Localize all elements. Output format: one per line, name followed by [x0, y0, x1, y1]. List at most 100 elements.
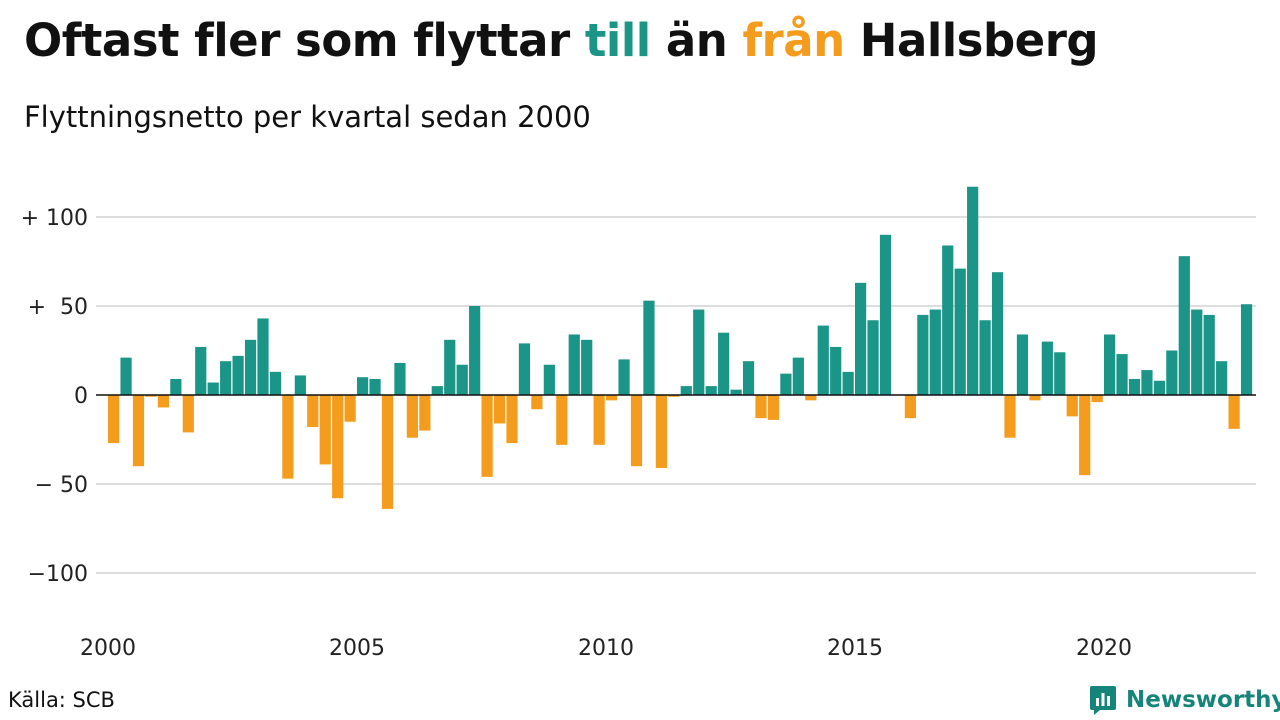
bar-q40 [593, 395, 605, 445]
source-note: Källa: SCB [8, 688, 115, 712]
bar-q62 [867, 320, 879, 395]
bar-q61 [855, 282, 867, 395]
bar-q73 [1004, 395, 1016, 438]
y-tick-label: + 50 [28, 295, 88, 320]
bar-q11 [232, 355, 244, 395]
bar-q84 [1141, 370, 1153, 395]
gridlines [96, 216, 1256, 574]
bar-q38 [568, 334, 580, 395]
bar-q35 [531, 395, 543, 410]
bar-q42 [618, 359, 630, 395]
bar-q2 [120, 357, 132, 395]
bar-q21 [357, 377, 369, 395]
bar-q68 [942, 245, 954, 395]
bar-q52 [742, 361, 755, 395]
bar-q69 [954, 268, 966, 395]
bar-q66 [917, 314, 929, 395]
y-tick-label: + 100 [21, 206, 88, 231]
bar-q85 [1153, 380, 1165, 395]
title-part-3: Hallsberg [844, 14, 1099, 67]
chart-subtitle: Flyttningsnetto per kvartal sedan 2000 [24, 100, 591, 134]
bar-q88 [1191, 309, 1203, 395]
bars [108, 186, 1253, 509]
bar-q76 [1041, 341, 1053, 395]
bar-q83 [1128, 378, 1141, 395]
bar-q45 [655, 395, 667, 468]
bar-q26 [419, 395, 431, 431]
bar-q39 [581, 339, 593, 395]
title-part-2: än [650, 14, 743, 67]
bar-q19 [332, 395, 344, 499]
bar-q57 [805, 395, 817, 401]
chart-logo-icon [1090, 686, 1116, 715]
chart-title: Oftast fler som flyttar till än från Hal… [24, 14, 1099, 67]
bar-q72 [991, 272, 1004, 395]
bar-q34 [518, 343, 531, 395]
bar-q58 [817, 325, 829, 395]
bar-q78 [1066, 395, 1078, 417]
x-tick-label: 2005 [329, 636, 385, 661]
bar-q74 [1016, 334, 1029, 395]
bar-q63 [879, 234, 892, 395]
bar-q27 [431, 386, 443, 395]
bar-q25 [406, 395, 418, 438]
bar-q54 [767, 395, 780, 420]
bar-q46 [668, 395, 680, 397]
bar-q82 [1116, 354, 1128, 395]
bar-chart: + 100 + 50 0 − 50 −100 2000 2005 2010 2015 2020 [21, 186, 1256, 661]
bar-q36 [543, 364, 555, 395]
bar-q56 [792, 357, 804, 395]
bar-q31 [481, 395, 493, 477]
brand-logo: Newsworthy [1088, 684, 1280, 716]
bar-q5 [157, 395, 169, 408]
bar-q48 [693, 309, 705, 395]
bar-q28 [444, 339, 456, 395]
title-word-till: till [584, 14, 651, 67]
bar-q8 [195, 346, 207, 395]
x-axis-labels: 2000 2005 2010 2015 2020 [80, 636, 1132, 661]
bar-q90 [1216, 361, 1228, 395]
y-tick-label: − 50 [35, 473, 88, 498]
bar-q18 [319, 395, 331, 465]
bar-q7 [182, 395, 194, 433]
bar-q86 [1166, 350, 1178, 395]
bar-q37 [556, 395, 568, 445]
bar-q70 [967, 186, 979, 395]
x-tick-label: 2020 [1076, 636, 1132, 661]
bar-q67 [929, 309, 941, 395]
bar-q55 [780, 373, 792, 395]
bar-q30 [469, 306, 481, 395]
bar-q24 [394, 362, 406, 395]
title-word-fran: från [742, 14, 845, 67]
bar-q20 [344, 395, 356, 422]
y-axis-labels: + 100 + 50 0 − 50 −100 [21, 206, 88, 587]
bar-q4 [145, 395, 157, 397]
bar-q89 [1203, 314, 1215, 395]
brand-name: Newsworthy [1126, 687, 1280, 713]
bar-q59 [830, 346, 842, 395]
bar-q49 [705, 386, 717, 395]
bar-q1 [108, 395, 120, 444]
bar-q60 [842, 371, 854, 395]
y-tick-label: 0 [74, 384, 88, 409]
bar-q33 [506, 395, 518, 444]
bar-q77 [1054, 352, 1066, 395]
bar-q43 [630, 395, 643, 467]
bar-q81 [1104, 334, 1116, 395]
x-tick-label: 2015 [827, 636, 883, 661]
bar-q44 [643, 300, 655, 395]
x-tick-label: 2000 [80, 636, 136, 661]
bar-q9 [207, 382, 219, 395]
bar-q22 [369, 378, 381, 395]
bar-q79 [1079, 395, 1091, 476]
bar-q92 [1240, 304, 1253, 395]
title-part-1: Oftast fler som flyttar [24, 14, 585, 67]
bar-q16 [294, 375, 306, 395]
bar-q71 [979, 320, 991, 395]
bar-q91 [1228, 395, 1240, 429]
y-tick-label: −100 [28, 562, 88, 587]
bar-q23 [381, 395, 394, 509]
bar-q47 [680, 386, 692, 395]
bar-q6 [170, 378, 182, 395]
bar-q53 [755, 395, 767, 419]
